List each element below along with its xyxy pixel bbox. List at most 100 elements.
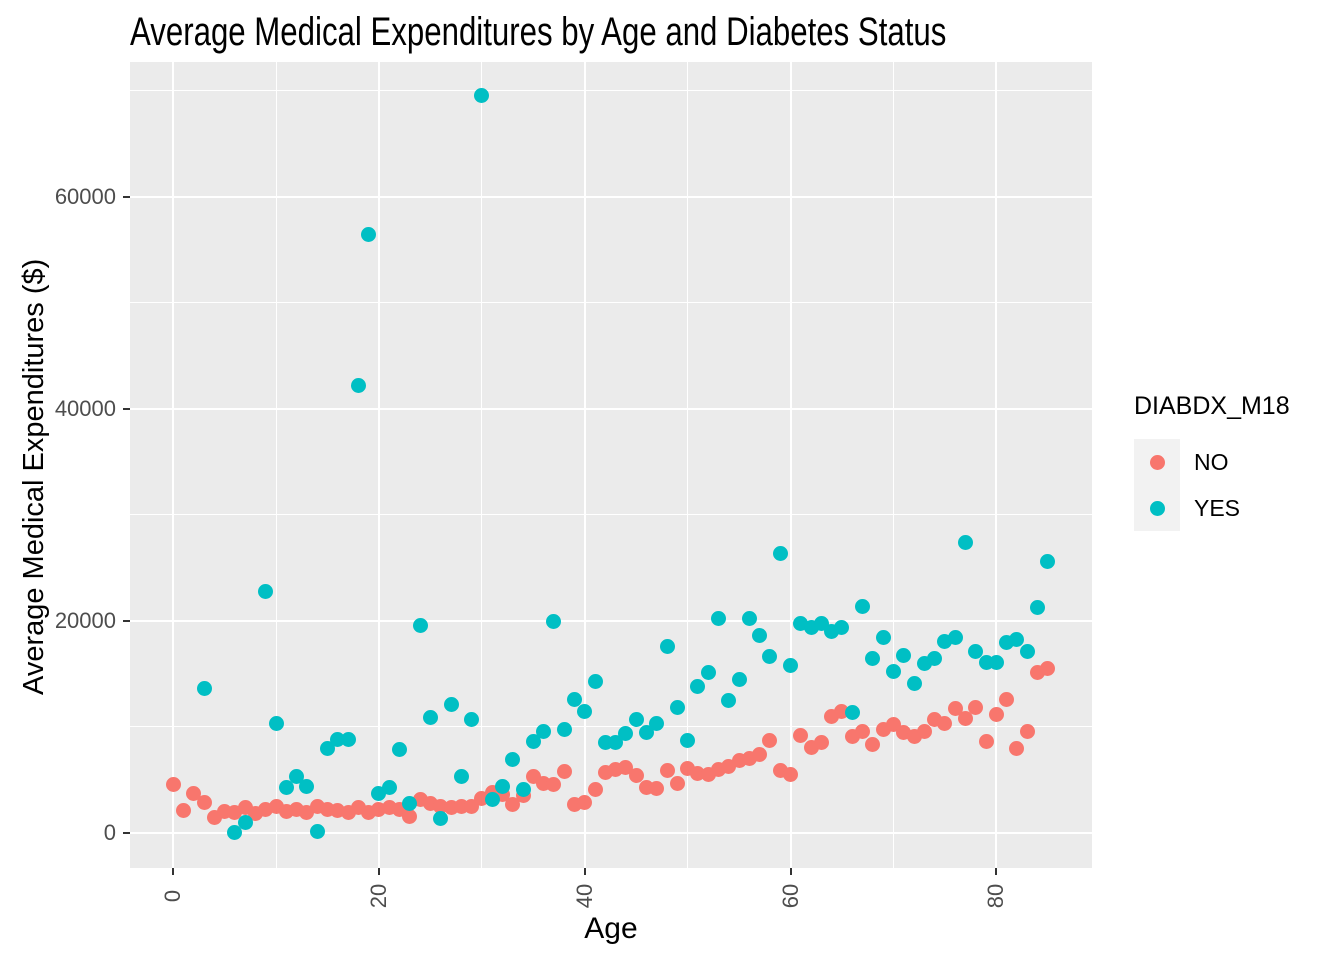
data-point-yes: [268, 716, 284, 732]
data-point-no: [577, 794, 593, 810]
data-point-no: [865, 737, 881, 753]
x-tick-label: 60: [777, 883, 803, 909]
y-major-gridline: [130, 195, 1092, 198]
y-major-gridline: [130, 832, 1092, 834]
data-point-no: [556, 763, 572, 779]
data-point-yes: [515, 782, 531, 798]
data-point-no: [752, 747, 768, 763]
data-point-yes: [227, 824, 243, 840]
data-point-yes: [875, 630, 891, 646]
x-tick-mark: [377, 868, 380, 875]
y-tick-label: 40000: [54, 395, 116, 421]
x-minor-gridline: [687, 62, 689, 868]
data-point-yes: [700, 665, 716, 681]
data-point-no: [587, 782, 603, 798]
data-point-no: [402, 808, 418, 824]
y-tick-label: 60000: [54, 183, 116, 209]
data-point-no: [813, 735, 829, 751]
data-point-yes: [1019, 644, 1035, 660]
chart-title: Average Medical Expenditures by Age and …: [130, 10, 947, 54]
data-point-yes: [628, 712, 644, 728]
data-point-no: [649, 780, 665, 796]
data-point-no: [628, 768, 644, 784]
data-point-yes: [659, 638, 675, 654]
data-point-yes: [783, 657, 799, 673]
data-point-yes: [278, 779, 294, 795]
data-point-yes: [741, 611, 757, 627]
data-point-yes: [484, 791, 500, 807]
data-point-yes: [885, 664, 901, 680]
data-point-yes: [649, 716, 665, 732]
data-point-yes: [433, 810, 449, 826]
x-tick-mark: [789, 868, 792, 875]
data-point-yes: [669, 700, 685, 716]
data-point-yes: [505, 752, 521, 768]
y-major-gridline: [130, 407, 1092, 410]
data-point-yes: [772, 545, 788, 561]
x-minor-gridline: [481, 62, 483, 868]
no-series-dot-icon: [1149, 454, 1165, 470]
data-point-yes: [350, 377, 366, 393]
y-tick-mark: [123, 195, 130, 198]
legend-item-no: NO: [1134, 439, 1290, 485]
data-point-no: [1019, 723, 1035, 739]
data-point-yes: [536, 723, 552, 739]
data-point-no: [916, 723, 932, 739]
y-minor-gridline: [130, 514, 1092, 516]
data-point-yes: [361, 227, 377, 243]
x-major-gridline: [789, 62, 792, 868]
y-minor-gridline: [130, 90, 1092, 92]
data-point-yes: [464, 712, 480, 728]
y-tick-mark: [123, 619, 130, 622]
data-point-yes: [680, 733, 696, 749]
data-point-yes: [608, 735, 624, 751]
data-point-yes: [494, 778, 510, 794]
data-point-yes: [566, 691, 582, 707]
data-point-yes: [947, 630, 963, 646]
y-tick-label: 0: [103, 820, 116, 845]
legend-label-no: NO: [1194, 448, 1229, 475]
yes-series-dot-icon: [1149, 500, 1165, 516]
y-minor-gridline: [130, 726, 1092, 728]
x-minor-gridline: [892, 62, 894, 868]
legend-item-yes: YES: [1134, 485, 1290, 531]
data-point-no: [855, 723, 871, 739]
y-major-gridline: [130, 619, 1092, 622]
plot-panel: [130, 62, 1092, 868]
data-point-yes: [988, 654, 1004, 670]
data-point-yes: [546, 614, 562, 630]
data-point-yes: [412, 617, 428, 633]
x-tick-label: 80: [983, 883, 1009, 909]
data-point-yes: [453, 769, 469, 785]
data-point-yes: [443, 697, 459, 713]
legend-title: DIABDX_M18: [1134, 392, 1290, 420]
data-point-no: [1040, 661, 1056, 677]
data-point-yes: [577, 703, 593, 719]
y-tick-label: 20000: [54, 607, 116, 633]
data-point-yes: [844, 704, 860, 720]
y-minor-gridline: [130, 302, 1092, 304]
data-point-yes: [587, 673, 603, 689]
data-point-yes: [258, 583, 274, 599]
data-point-no: [968, 700, 984, 716]
data-point-yes: [968, 644, 984, 660]
data-point-yes: [556, 721, 572, 737]
data-point-yes: [906, 675, 922, 691]
x-tick-label: 20: [365, 883, 391, 909]
data-point-no: [957, 710, 973, 726]
data-point-yes: [721, 692, 737, 708]
legend: DIABDX_M18 NO YES: [1134, 392, 1290, 531]
data-point-yes: [474, 88, 490, 104]
data-point-yes: [392, 741, 408, 757]
data-point-no: [659, 762, 675, 778]
x-minor-gridline: [275, 62, 277, 868]
x-axis-title: Age: [584, 912, 638, 945]
data-point-yes: [196, 681, 212, 697]
data-point-yes: [422, 709, 438, 725]
data-point-yes: [237, 814, 253, 830]
data-point-yes: [834, 619, 850, 635]
data-point-no: [176, 803, 191, 819]
data-point-no: [196, 794, 212, 810]
data-point-no: [783, 767, 799, 783]
data-point-yes: [762, 649, 778, 665]
